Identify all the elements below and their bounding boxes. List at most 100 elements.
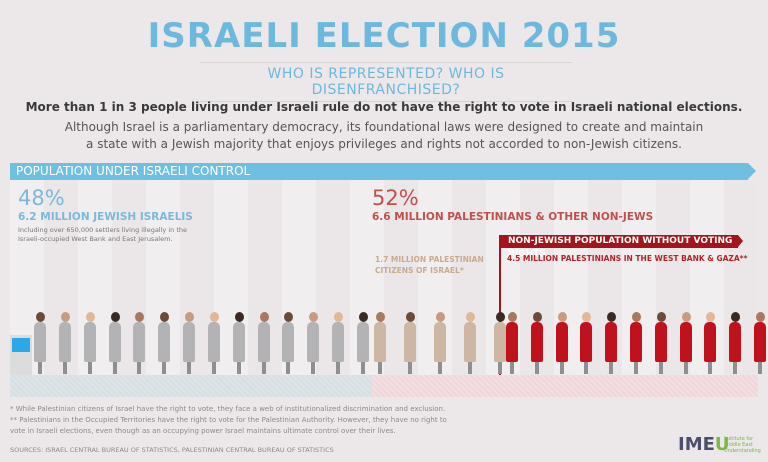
figure-leg: [534, 362, 539, 374]
citizens-label: 1.7 MILLION PALESTINIAN CITIZENS OF ISRAE…: [375, 254, 484, 276]
figure-body: [58, 322, 71, 362]
figure-leg: [758, 362, 762, 374]
voter-figure-citizens: [402, 312, 418, 374]
figure-body: [232, 322, 245, 362]
figure-leg: [733, 362, 738, 374]
figure-leg: [261, 362, 266, 374]
figure-leg: [683, 362, 688, 374]
voter-figure-jewish: [82, 312, 98, 374]
lead-text: More than 1 in 3 people living under Isr…: [25, 100, 743, 114]
logo-tagline: Institute for Middle East Understanding: [724, 436, 764, 454]
figure-leg: [236, 362, 241, 374]
figure-head: [731, 312, 741, 322]
page-subtitle: WHO IS REPRESENTED? WHO IS DISENFRANCHIS…: [200, 62, 572, 102]
figure-body: [332, 322, 345, 362]
figure-body: [158, 322, 171, 362]
description-line: a state with a Jewish majority that enjo…: [86, 137, 682, 151]
figure-leg: [584, 362, 589, 374]
figure-body: [506, 322, 518, 362]
figure-body: [34, 322, 46, 362]
figure-head: [557, 312, 567, 322]
voter-figure-jewish: [305, 312, 321, 374]
figure-body: [257, 322, 270, 362]
figure-leg: [211, 362, 216, 374]
figure-body: [754, 322, 766, 362]
figure-leg: [38, 362, 42, 374]
jewish-note: Including over 650,000 settlers living i…: [18, 226, 187, 244]
figure-head: [334, 312, 344, 322]
logo-mark: U: [714, 434, 730, 455]
voter-figure-jewish: [32, 312, 48, 374]
voter-figure-occupied: [554, 312, 570, 374]
voter-figure-jewish: [107, 312, 123, 374]
figure-body: [555, 322, 568, 362]
figure-leg: [336, 362, 341, 374]
voter-figure-occupied: [727, 312, 743, 374]
voter-figure-occupied: [529, 312, 545, 374]
figure-body: [434, 322, 446, 362]
voter-figure-jewish: [280, 312, 296, 374]
voter-figure-occupied: [578, 312, 594, 374]
figure-leg: [408, 362, 412, 374]
figure-head: [656, 312, 666, 322]
figure-head: [496, 312, 505, 322]
voter-figure-occupied: [603, 312, 619, 374]
voter-figure-citizens: [432, 312, 448, 374]
figure-leg: [62, 362, 67, 374]
voter-figure-occupied: [653, 312, 669, 374]
floor-jewish: [10, 375, 372, 397]
figure-leg: [634, 362, 638, 374]
figure-head: [234, 312, 244, 322]
figure-body: [404, 322, 416, 362]
voter-figure-jewish: [231, 312, 247, 374]
figure-body: [83, 322, 96, 362]
note-line: Israeli-occupied West Bank and East Jeru…: [18, 235, 173, 243]
label-line: 1.7 MILLION PALESTINIAN: [375, 255, 484, 264]
figure-head: [110, 312, 120, 322]
figure-head: [309, 312, 319, 322]
section-banner: POPULATION UNDER ISRAELI CONTROL: [10, 163, 756, 180]
nonjewish-percent: 52%: [372, 186, 419, 210]
figure-leg: [162, 362, 167, 374]
figure-head: [160, 312, 170, 322]
figure-body: [704, 322, 717, 362]
figure-leg: [87, 362, 92, 374]
voter-figure-jewish: [156, 312, 172, 374]
figure-leg: [510, 362, 514, 374]
voter-figure-jewish: [330, 312, 346, 374]
voter-figure-jewish: [131, 312, 147, 374]
figure-body: [374, 322, 386, 362]
figure-head: [36, 312, 45, 322]
divider-line: [499, 235, 501, 375]
footnote-2-cont: vote in Israeli elections, even though a…: [10, 427, 396, 435]
figure-head: [376, 312, 385, 322]
figure-head: [582, 312, 592, 322]
figure-body: [580, 322, 593, 362]
figure-head: [436, 312, 445, 322]
voter-figure-occupied: [702, 312, 718, 374]
figure-body: [307, 322, 320, 362]
ballot-slot: [12, 338, 30, 352]
figure-body: [133, 322, 146, 362]
jewish-percent: 48%: [18, 186, 65, 210]
voter-figure-jewish: [256, 312, 272, 374]
jewish-label: 6.2 MILLION JEWISH ISRAELIS: [18, 211, 193, 223]
figure-head: [259, 312, 269, 322]
imeu-logo: IMEU: [678, 434, 730, 455]
figure-body: [654, 322, 667, 362]
figure-head: [209, 312, 219, 322]
voter-figure-citizens: [492, 312, 508, 374]
voter-figure-jewish: [57, 312, 73, 374]
figure-head: [532, 312, 542, 322]
figure-head: [60, 312, 70, 322]
figure-leg: [609, 362, 614, 374]
voter-figure-jewish: [206, 312, 222, 374]
figure-leg: [559, 362, 564, 374]
figure-body: [605, 322, 618, 362]
figure-head: [359, 312, 368, 322]
figure-head: [756, 312, 765, 322]
figure-head: [406, 312, 415, 322]
note-line: Including over 650,000 settlers living i…: [18, 226, 187, 234]
voter-figure-occupied: [678, 312, 694, 374]
voter-figure-occupied: [752, 312, 768, 374]
